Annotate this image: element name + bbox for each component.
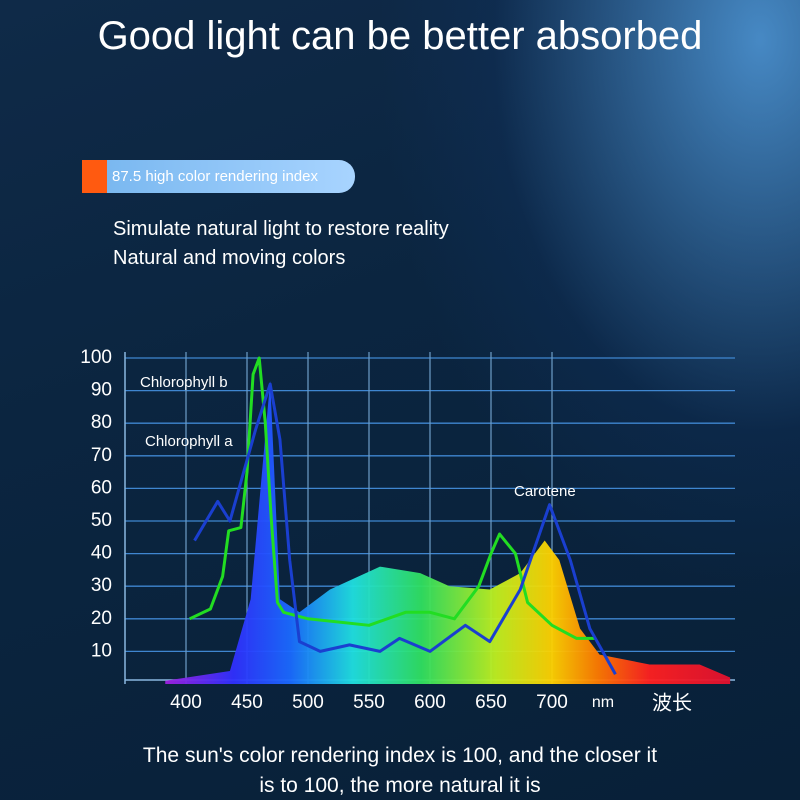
intro-line: Natural and moving colors xyxy=(113,247,346,269)
x-tick-label: 450 xyxy=(231,692,263,713)
annotation: Carotene xyxy=(514,483,576,500)
y-tick-label: 50 xyxy=(91,510,112,531)
badge-marker xyxy=(82,160,107,193)
y-tick-label: 20 xyxy=(91,608,112,629)
caption-line: The sun's color rendering index is 100, … xyxy=(142,744,658,767)
y-tick-label: 40 xyxy=(91,543,112,564)
x-tick-label: 550 xyxy=(353,692,385,713)
x-tick-label: 650 xyxy=(475,692,507,713)
y-tick-label: 90 xyxy=(91,380,112,401)
caption-line: is to 100, the more natural it is xyxy=(259,774,541,797)
title: Good light can be better absorbed xyxy=(97,14,703,58)
y-tick-label: 70 xyxy=(91,445,112,466)
spectrum-area xyxy=(165,380,731,684)
x-label: 波长 xyxy=(652,691,692,714)
annotation: Chlorophyll a xyxy=(145,433,233,450)
absorption-line xyxy=(193,382,617,675)
badge-pill xyxy=(107,160,355,193)
x-tick-label: 400 xyxy=(170,692,202,713)
intro-line: Simulate natural light to restore realit… xyxy=(113,218,449,240)
y-tick-label: 10 xyxy=(91,640,112,661)
x-unit: nm xyxy=(592,694,614,711)
annotation: Chlorophyll b xyxy=(140,374,228,391)
x-tick-label: 600 xyxy=(414,692,446,713)
y-tick-label: 30 xyxy=(91,575,112,596)
y-tick-label: 60 xyxy=(91,477,112,498)
badge-text: 87.5 high color rendering index xyxy=(112,168,318,185)
x-tick-label: 500 xyxy=(292,692,324,713)
y-tick-label: 80 xyxy=(91,412,112,433)
absorption-line xyxy=(189,356,595,640)
x-tick-label: 700 xyxy=(536,692,568,713)
y-tick-label: 100 xyxy=(80,347,112,368)
